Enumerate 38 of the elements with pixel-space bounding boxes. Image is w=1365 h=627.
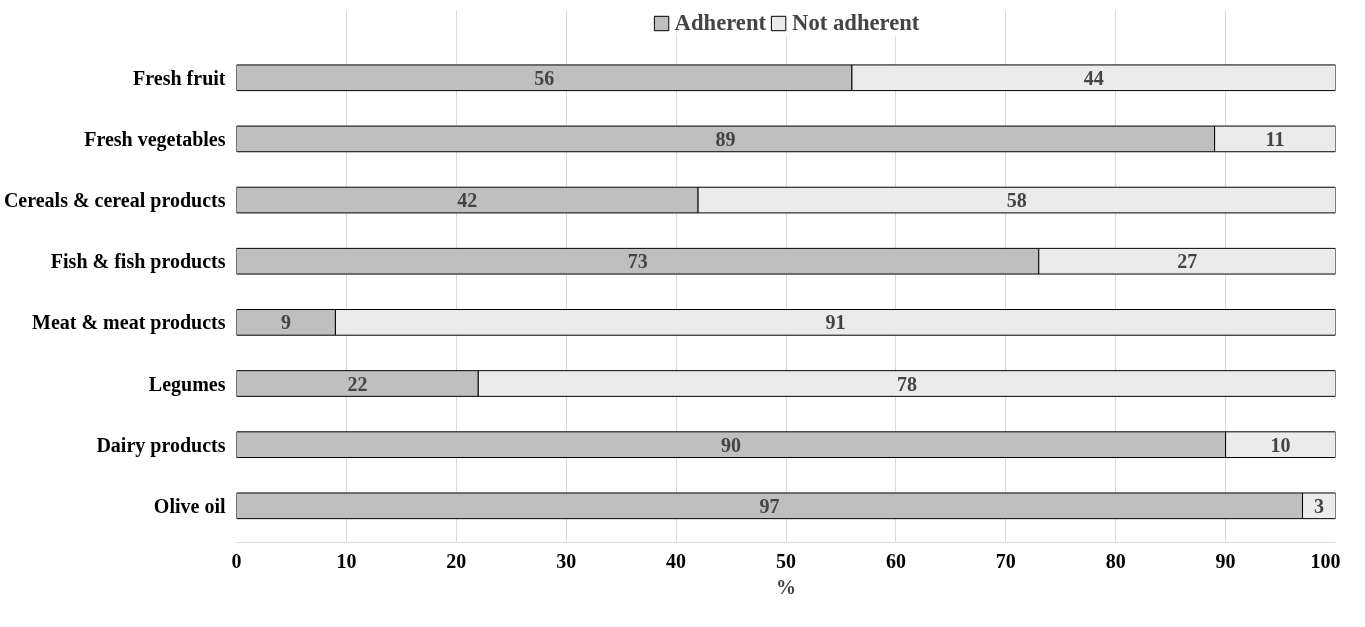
data-label: 73 xyxy=(627,250,648,273)
data-label: 11 xyxy=(1265,127,1285,150)
data-label: 56 xyxy=(534,66,555,89)
data-label: 58 xyxy=(1006,189,1027,212)
legend-label: Adherent xyxy=(674,10,767,36)
data-label: 97 xyxy=(759,494,780,517)
x-tick-label: 70 xyxy=(995,549,1016,572)
data-label: 22 xyxy=(347,372,368,395)
y-tick-label: Fresh vegetables xyxy=(84,127,226,151)
y-tick-label: Cereals & cereal products xyxy=(3,189,226,213)
x-tick-label: 100 xyxy=(1310,549,1341,572)
data-label: 3 xyxy=(1314,494,1325,517)
data-label: 44 xyxy=(1083,66,1104,89)
legend-label: Not adherent xyxy=(792,10,920,36)
x-tick-label: 90 xyxy=(1215,549,1236,572)
y-tick-label: Legumes xyxy=(148,372,226,396)
data-label: 89 xyxy=(715,127,736,150)
x-tick-label: 30 xyxy=(556,549,577,572)
x-axis-title: % xyxy=(776,575,796,598)
y-tick-label: Fish & fish products xyxy=(50,250,226,274)
x-tick-label: 50 xyxy=(776,549,796,572)
data-label: 27 xyxy=(1177,250,1198,273)
data-label: 10 xyxy=(1270,433,1291,456)
data-label: 42 xyxy=(457,189,478,212)
y-tick-label: Olive oil xyxy=(153,494,226,517)
x-tick-label: 80 xyxy=(1105,549,1126,572)
data-label: 90 xyxy=(721,433,742,456)
y-tick-label: Dairy products xyxy=(96,433,226,457)
x-tick-label: 40 xyxy=(666,549,687,572)
data-label: 91 xyxy=(825,311,846,334)
data-label: 78 xyxy=(896,372,917,395)
data-label: 9 xyxy=(280,311,291,334)
y-tick-label: Fresh fruit xyxy=(133,66,226,89)
y-tick-label: Meat & meat products xyxy=(32,311,226,335)
x-tick-label: 0 xyxy=(231,549,242,572)
x-tick-label: 60 xyxy=(885,549,906,572)
x-tick-label: 10 xyxy=(336,549,357,572)
x-tick-label: 20 xyxy=(446,549,467,572)
